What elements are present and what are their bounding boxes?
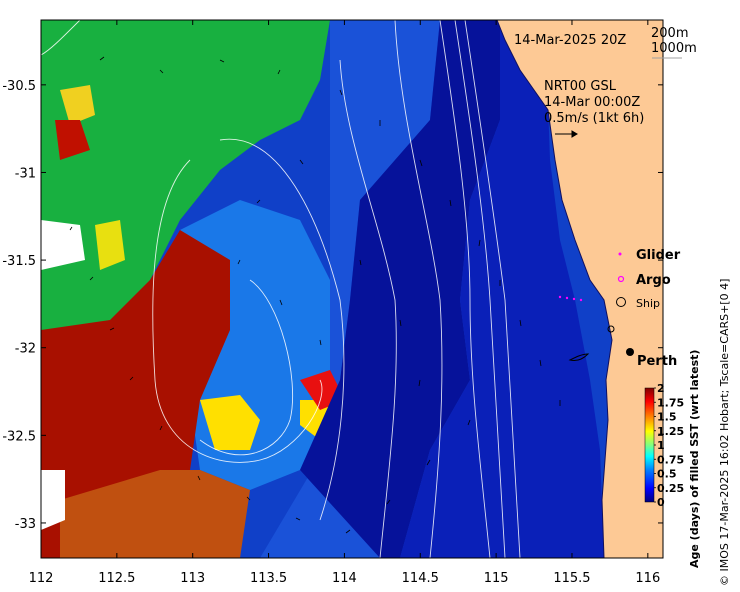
colorbar-tick-label: 1.5 <box>657 411 677 424</box>
glider-legend-icon <box>618 252 622 256</box>
region-white-2 <box>41 470 65 530</box>
ship-markers <box>568 325 615 361</box>
colorbar-tick-label: 0.5 <box>657 468 677 481</box>
plot-area <box>41 20 663 558</box>
colorbar-title: Age (days) of filled SST (wrt latest) <box>688 350 701 568</box>
plot-frame <box>40 19 664 559</box>
region-yellow-3 <box>95 220 125 270</box>
lon-tick-label: 112 <box>29 571 54 586</box>
colorbar-tick-label: 1.25 <box>657 425 684 438</box>
argo-legend-icon <box>617 275 625 283</box>
scale-arrow-icon <box>555 130 578 138</box>
lon-tick-label: 114 <box>332 571 357 586</box>
glider-track <box>558 295 583 302</box>
contour-legend-1000m: 1000m <box>651 41 697 56</box>
region-yellow-4 <box>60 85 95 125</box>
lon-tick-label: 115 <box>484 571 509 586</box>
colorbar-tick-label: 0.25 <box>657 482 684 495</box>
ship-legend-icon <box>616 297 626 307</box>
lat-tick-label: -33 <box>15 517 36 532</box>
colorbar-tick-label: 2 <box>657 382 665 395</box>
region-nearshore <box>400 20 604 558</box>
ship-legend-label: Ship <box>636 297 660 310</box>
region-red-2 <box>55 120 90 160</box>
lat-tick-label: -31 <box>15 166 36 181</box>
land <box>497 20 663 558</box>
colorbar-tick-label: 0 <box>657 496 665 509</box>
lon-tick-label: 113 <box>180 571 205 586</box>
bathymetry-contours <box>41 20 521 558</box>
lon-tick-label: 113.5 <box>250 571 287 586</box>
current-vectors <box>69 56 561 534</box>
current-info-line1: NRT00 GSL <box>544 79 617 94</box>
lat-tick-label: -32.5 <box>2 429 36 444</box>
colorbar-tick-label: 0.75 <box>657 453 684 466</box>
date-label: 14-Mar-2025 20Z <box>514 33 626 48</box>
perth-label: Perth <box>637 354 677 369</box>
lon-tick-label: 114.5 <box>402 571 439 586</box>
lon-tick-label: 115.5 <box>553 571 590 586</box>
colorbar-tick-label: 1 <box>657 439 665 452</box>
lon-tick-label: 116 <box>635 571 660 586</box>
lat-tick-label: -32 <box>15 342 36 357</box>
latitude-axis: -30.5 -31 -31.5 -32 -32.5 -33 <box>2 79 663 532</box>
region-yellow-1 <box>200 395 260 450</box>
region-white-1 <box>41 220 85 270</box>
region-blue <box>260 20 440 558</box>
region-navy <box>300 20 500 558</box>
lon-tick-label: 112.5 <box>98 571 135 586</box>
longitude-axis: 112 112.5 113 113.5 114 114.5 115 115.5 116 <box>29 20 660 586</box>
current-info-line2: 14-Mar 00:00Z <box>544 95 640 110</box>
argo-legend-label: Argo <box>636 273 671 288</box>
perth-marker <box>626 348 634 356</box>
current-info-line3: 0.5m/s (1kt 6h) <box>544 111 644 126</box>
contour-legend-200m: 200m <box>651 26 688 41</box>
coastline <box>496 20 613 558</box>
colorbar <box>644 387 655 503</box>
lat-tick-label: -31.5 <box>2 254 36 269</box>
colorbar-tick-label: 1.75 <box>657 396 684 409</box>
region-brown <box>60 470 250 558</box>
glider-legend-label: Glider <box>636 248 681 263</box>
lat-tick-label: -30.5 <box>2 79 36 94</box>
credit-label: © IMOS 17-Mar-2025 16:02 Hobart; Tscale=… <box>718 279 731 586</box>
